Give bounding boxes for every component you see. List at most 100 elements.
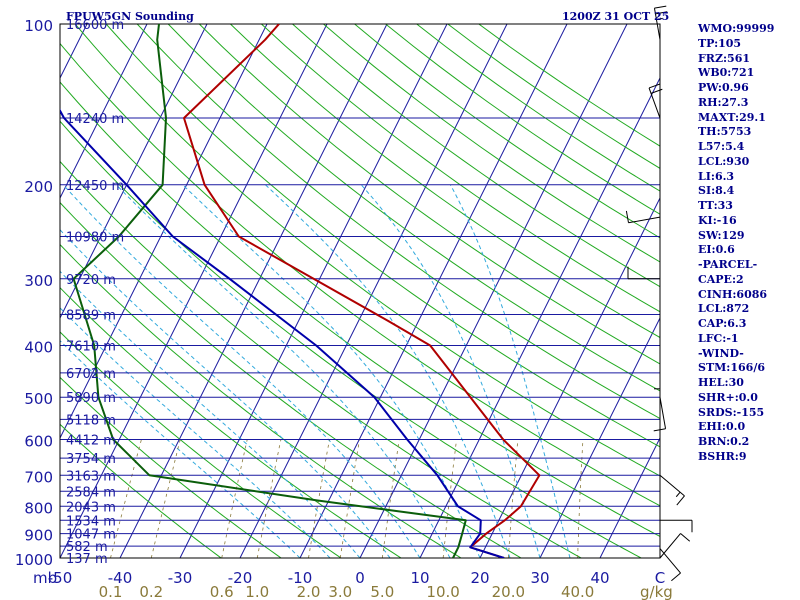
- dry-adiabat: [105, 24, 660, 448]
- mixing-ratio-tick-label: 0.6: [210, 583, 234, 600]
- index-line: RH:27.3: [698, 95, 749, 109]
- pressure-tick-label: 300: [24, 272, 53, 290]
- background-lines: [60, 24, 660, 558]
- mixing-ratio-tick-label: 10.0: [426, 583, 459, 600]
- pressure-tick-label: 400: [24, 339, 53, 357]
- wind-barb: [654, 356, 661, 390]
- index-line: LCL:930: [698, 154, 750, 168]
- dry-adiabat: [60, 81, 660, 538]
- mixing-ratio-line: [339, 439, 360, 558]
- isotherm: [60, 24, 148, 200]
- height-label: 16600 m: [66, 18, 124, 33]
- height-label: 5890 m: [66, 391, 116, 406]
- mixing-ratio-line: [256, 439, 282, 558]
- wind-barb: [660, 519, 693, 533]
- isotherm: [179, 24, 448, 558]
- index-line: BRN:0.2: [698, 435, 750, 448]
- temperature-tick-label: -20: [228, 569, 253, 587]
- height-label: 10980 m: [66, 230, 124, 245]
- isotherm: [419, 76, 660, 558]
- chart-timestamp: 1200Z 31 OCT 25: [562, 10, 669, 23]
- height-label: 14240 m: [66, 112, 124, 127]
- index-line: TT:33: [698, 199, 733, 212]
- mixing-ratio-tick-label: 20.0: [492, 583, 525, 600]
- dry-adiabat: [74, 24, 660, 477]
- dewpoint-line: [72, 24, 467, 558]
- chart-title: FPUW5GN Sounding: [66, 10, 194, 23]
- index-line: CINH:6086: [698, 287, 768, 301]
- index-line: EHI:0.0: [698, 420, 746, 434]
- height-label: 3163 m: [66, 469, 116, 484]
- wind-barb: [653, 397, 667, 432]
- height-label: 8589 m: [66, 309, 116, 324]
- pressure-tick-label: 800: [24, 499, 53, 517]
- isotherm: [599, 436, 660, 558]
- height-label: 5118 m: [66, 413, 116, 428]
- index-line: LI:6.3: [698, 169, 735, 183]
- index-line: HEL:30: [698, 376, 744, 389]
- isotherm: [359, 24, 628, 558]
- index-line: SRDS:-155: [698, 405, 765, 419]
- index-line: TP:105: [698, 36, 742, 50]
- parcel-line: [60, 108, 505, 558]
- moist-adiabat: [115, 184, 451, 558]
- index-line: LFC:-1: [698, 331, 739, 345]
- isobars: [59, 23, 661, 559]
- mixing-ratio-tick-label: 0.1: [99, 583, 123, 600]
- index-line: LCL:872: [698, 302, 750, 316]
- mixing-ratio-unit-label: g/kg: [640, 583, 673, 600]
- pressure-tick-label: 1000: [15, 551, 53, 569]
- pressure-tick-label: 100: [24, 17, 53, 35]
- isotherm: [299, 24, 568, 558]
- height-label: 7610 m: [66, 340, 116, 355]
- index-line: SHR+:0.0: [698, 390, 758, 404]
- plot-area: [60, 24, 660, 558]
- index-line: -PARCEL-: [698, 258, 758, 271]
- index-line: TH:5753: [698, 125, 752, 139]
- height-label: 9720 m: [66, 273, 116, 288]
- height-label: 2043 m: [66, 500, 116, 515]
- temperature-line: [183, 24, 541, 558]
- isotherm: [539, 316, 660, 558]
- moist-adiabat: [60, 270, 361, 558]
- index-line: KI:-16: [698, 213, 737, 227]
- height-label: 2584 m: [66, 485, 116, 500]
- isotherm: [119, 24, 388, 558]
- temperature-tick-label: 40: [590, 569, 609, 587]
- wind-barb: [659, 474, 685, 506]
- isotherm: [60, 24, 208, 320]
- index-line: EI:0.6: [698, 243, 735, 257]
- wind-barb: [659, 533, 691, 559]
- index-line: FRZ:561: [698, 51, 751, 65]
- temperature-tick-label: -30: [168, 569, 193, 587]
- wind-barb: [627, 266, 660, 280]
- mixing-ratio-line: [110, 439, 142, 558]
- temperature-tick-label: 10: [410, 569, 429, 587]
- wind-barb: [648, 83, 663, 119]
- pressure-tick-label: 700: [24, 468, 53, 486]
- index-line: STM:166/6: [698, 361, 765, 375]
- indices-panel: WMO:99999 TP:105 FRZ:561 WB0:721 PW:0.96 RH:2…: [698, 22, 798, 465]
- pressure-unit-label: mb: [33, 569, 57, 587]
- index-line: CAPE:2: [698, 272, 744, 286]
- index-line: L57:5.4: [698, 140, 745, 153]
- height-label: 6702 m: [66, 367, 116, 382]
- pressure-tick-label: 200: [24, 178, 53, 196]
- index-line: WB0:721: [698, 66, 755, 80]
- pressure-tick-label: 500: [24, 390, 53, 408]
- mixing-ratio-tick-label: 1.0: [245, 583, 269, 600]
- temperature-tick-label: 30: [530, 569, 549, 587]
- moist-adiabat: [449, 184, 571, 558]
- mixing-ratio-line: [442, 439, 457, 558]
- height-label: 1047 m: [66, 528, 116, 543]
- index-line: WMO:99999: [698, 22, 775, 35]
- wind-barb: [659, 548, 681, 582]
- index-line: SI:8.4: [698, 184, 735, 198]
- pressure-tick-label: 900: [24, 527, 53, 545]
- profile-series: [60, 24, 541, 558]
- mixing-ratio-line: [221, 439, 248, 558]
- wind-barb: [625, 210, 661, 224]
- temperature-tick-label: 20: [470, 569, 489, 587]
- height-label: 582 m: [66, 540, 108, 555]
